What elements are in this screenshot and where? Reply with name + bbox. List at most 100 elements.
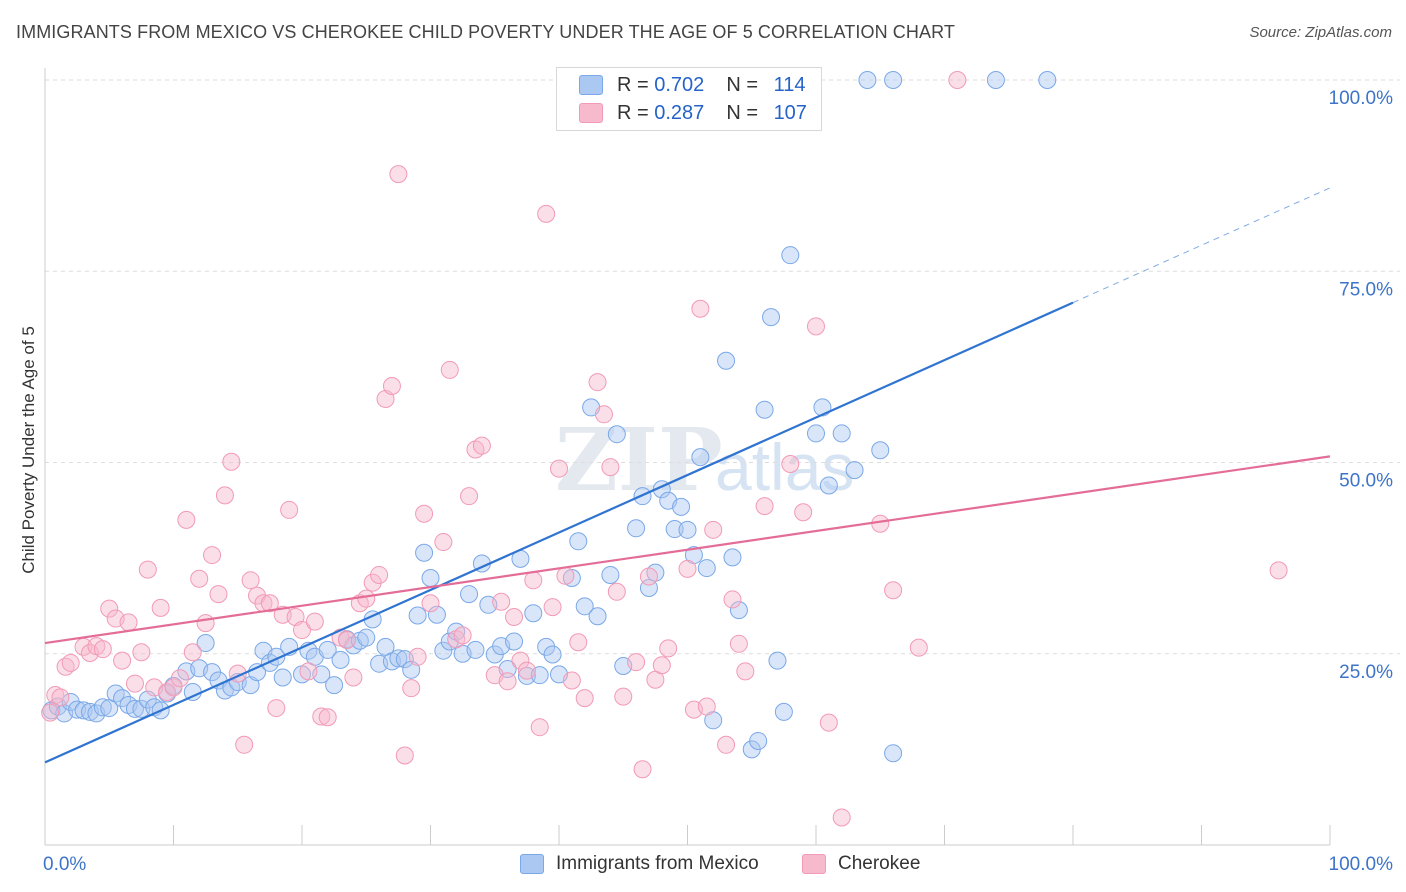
data-point (427, 605, 446, 624)
legend-row-mexico: R = 0.702 N = 114 (579, 72, 805, 98)
data-point (774, 702, 793, 721)
data-point (132, 643, 151, 662)
legend-swatch-mexico (520, 854, 544, 874)
data-point (723, 590, 742, 609)
legend-r-value: 0.287 (654, 101, 705, 124)
data-point (524, 571, 543, 590)
data-point (138, 560, 157, 579)
data-point (543, 645, 562, 664)
data-point (697, 559, 716, 578)
data-point (241, 571, 260, 590)
data-point (819, 476, 838, 495)
data-point (659, 639, 678, 658)
data-point (273, 668, 292, 687)
data-point (415, 504, 434, 523)
data-point (125, 699, 144, 718)
data-point (794, 503, 813, 522)
data-point (453, 626, 472, 645)
data-point (569, 532, 588, 551)
chart-title: IMMIGRANTS FROM MEXICO VS CHEROKEE CHILD… (16, 22, 955, 42)
data-point (691, 299, 710, 318)
data-point (389, 165, 408, 184)
stats-legend: R = 0.702 N = 114 R = 0.287 N = 107 (556, 67, 822, 131)
data-point (633, 760, 652, 779)
data-point (736, 662, 755, 681)
data-point (678, 559, 697, 578)
data-point (607, 425, 626, 444)
data-point (530, 718, 549, 737)
data-point (177, 510, 196, 529)
data-point (768, 651, 787, 670)
data-point (562, 671, 581, 690)
data-point (627, 519, 646, 538)
data-point (505, 632, 524, 651)
data-point (498, 672, 517, 691)
y-tick-label: 100.0% (1329, 88, 1394, 109)
data-point (170, 669, 189, 688)
data-point (639, 567, 658, 586)
legend-item-mexico[interactable]: Immigrants from Mexico (520, 853, 759, 875)
data-point (832, 808, 851, 827)
data-point (749, 731, 768, 750)
legend-label-mexico: Immigrants from Mexico (556, 853, 759, 874)
data-point (723, 548, 742, 567)
data-point (704, 520, 723, 539)
data-point (537, 637, 556, 656)
data-point (1038, 71, 1057, 89)
y-tick-label: 50.0% (1339, 471, 1393, 492)
data-point (402, 660, 421, 679)
data-point (318, 640, 337, 659)
data-point (93, 698, 112, 717)
data-point (357, 628, 376, 647)
data-point (755, 400, 774, 419)
data-point (672, 497, 691, 516)
legend-item-cherokee[interactable]: Cherokee (802, 853, 920, 875)
data-point (402, 679, 421, 698)
data-point (813, 398, 832, 417)
data-point (472, 436, 491, 455)
x-tick-label: 100.0% (1329, 854, 1394, 875)
data-point (575, 689, 594, 708)
data-point (607, 582, 626, 601)
data-point (363, 573, 382, 592)
data-point (556, 566, 575, 585)
data-point (601, 565, 620, 584)
data-point (575, 597, 594, 616)
data-point (543, 598, 562, 617)
data-point (807, 424, 825, 443)
data-point (293, 621, 311, 640)
data-point (627, 653, 646, 672)
legend-r-value: 0.702 (654, 73, 705, 96)
source-label: Source: ZipAtlas.com (1249, 24, 1392, 41)
x-tick-label: 0.0% (43, 854, 86, 875)
data-point (151, 598, 170, 617)
data-point (106, 684, 125, 703)
data-point (781, 455, 800, 474)
data-point (511, 651, 530, 670)
data-point (614, 687, 633, 706)
data-point (61, 692, 80, 711)
data-point (318, 708, 337, 727)
data-point (370, 565, 389, 584)
data-point (807, 317, 825, 336)
data-point (337, 630, 356, 649)
y-axis-label: Child Poverty Under the Age of 5 (19, 326, 38, 574)
data-point (948, 71, 967, 89)
data-point (832, 424, 851, 443)
data-point (517, 661, 536, 680)
data-point (164, 678, 183, 697)
data-point (550, 459, 568, 478)
data-point (594, 405, 613, 424)
data-point (691, 448, 710, 467)
data-point (100, 599, 119, 618)
data-point (113, 689, 132, 708)
data-point (235, 735, 254, 754)
data-point (190, 569, 209, 588)
watermark: ZIP (555, 410, 723, 511)
data-point (884, 744, 903, 763)
legend-n-label: N = (726, 101, 758, 124)
legend-swatch-cherokee (579, 103, 603, 123)
data-point (203, 546, 222, 565)
trend-line-mexico (44, 301, 1074, 764)
